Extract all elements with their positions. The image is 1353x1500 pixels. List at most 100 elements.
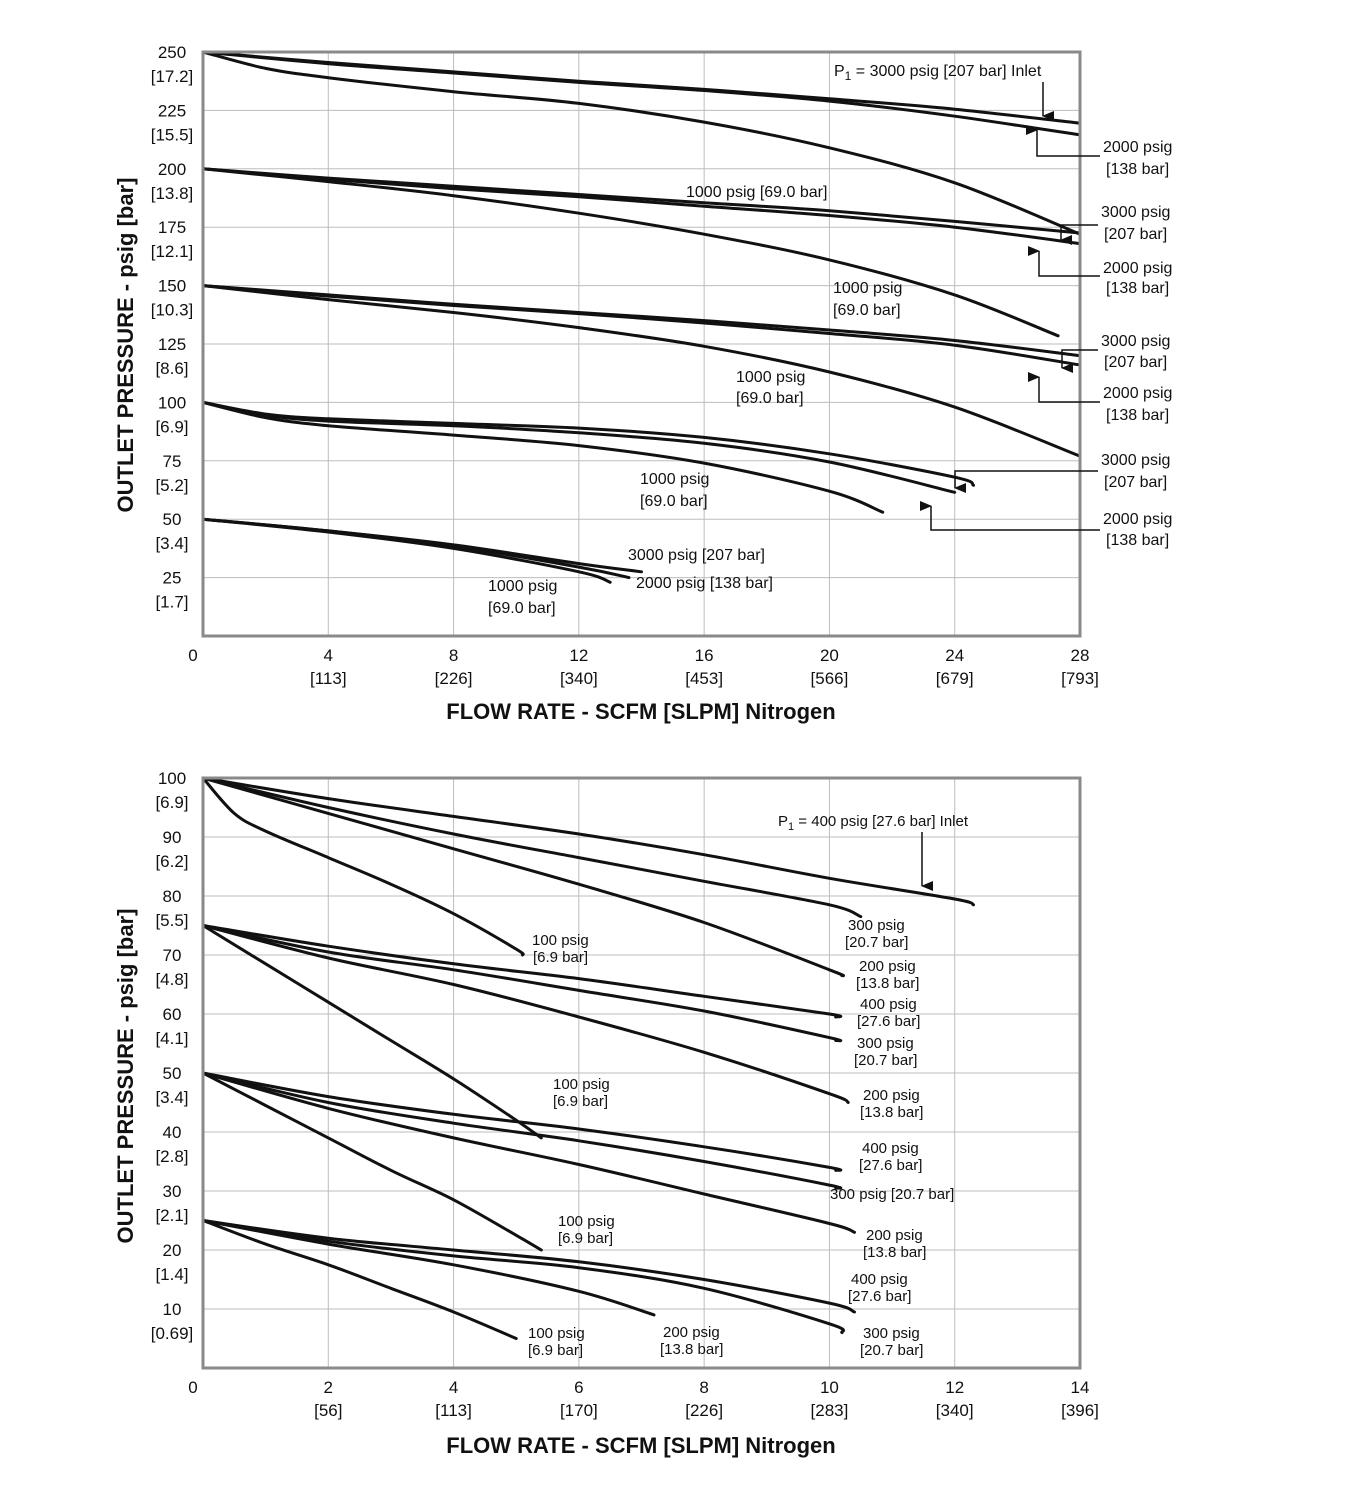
bot-y-tick-sublabel: [6.2] [155,852,188,871]
top-series-curve [201,50,1082,137]
top-y-tick-sublabel: [10.3] [151,301,194,320]
label-150-2000-bar: [138 bar] [1106,407,1169,424]
bot-series-curve [201,776,846,978]
label-b100-200-psig: 200 psig [859,958,916,975]
bot-y-tick-label: 70 [163,946,182,965]
top-x-tick-label: 0 [188,646,197,665]
label-b25-200-bar: [13.8 bar] [660,1341,723,1358]
top-series-curve [201,284,1082,458]
top-x-tick-label: 24 [945,646,964,665]
bot-x-tick-label: 0 [188,1378,197,1397]
bot-y-tick-sublabel: [2.1] [155,1206,188,1225]
label-100-3000-psig: 3000 psig [1101,452,1170,469]
top-y-tick-sublabel: [12.1] [151,242,194,261]
bot-x-tick-label: 8 [699,1378,708,1397]
bot-y-tick-sublabel: [2.8] [155,1147,188,1166]
label-b75-100-psig: 100 psig [553,1076,610,1093]
bot-y-tick-sublabel: [4.8] [155,970,188,989]
label-b75-300-psig: 300 psig [857,1035,914,1052]
top-y-tick-label: 25 [163,569,182,588]
top-y-ticks: 250 [17.2] 225 [15.5] 200 [13.8] 175 [12.1] 150 [… [151,43,194,612]
top-y-tick-sublabel: [8.6] [155,359,188,378]
bot-series-curve [201,776,975,907]
top-x-tick-sublabel: [340] [560,669,598,688]
bot-y-tick-sublabel: [4.1] [155,1029,188,1048]
bot-x-tick-label: 10 [820,1378,839,1397]
bot-series-curve [201,1071,843,1190]
label-150-1000-psig: 1000 psig [736,369,805,386]
top-y-tick-sublabel: [13.8] [151,184,194,203]
bot-y-tick-sublabel: [5.5] [155,911,188,930]
bot-x-tick-label: 2 [324,1378,333,1397]
bot-y-tick-sublabel: [0.69] [151,1324,194,1343]
bottom-y-axis-title: OUTLET PRESSURE - psig [bar] [113,909,138,1244]
label-b25-400-psig: 400 psig [851,1271,908,1288]
top-x-tick-label: 28 [1071,646,1090,665]
label-b75-300-bar: [20.7 bar] [854,1052,917,1069]
top-y-tick-sublabel: [15.5] [151,125,194,144]
bot-series-curve [201,776,525,957]
label-b75-400-bar: [27.6 bar] [857,1013,920,1030]
bottom-annotations: P1 = 400 psig [27.6 bar] Inlet 300 psig … [528,813,969,1359]
top-y-tick-label: 50 [163,510,182,529]
arrow-100-2000 [920,501,1100,531]
label-100-3000-bar: [207 bar] [1104,474,1167,491]
bot-y-tick-label: 50 [163,1064,182,1083]
label-b25-300-bar: [20.7 bar] [860,1342,923,1359]
arrow-200-3000 [1060,224,1098,245]
label-50-1000-psig: 1000 psig [488,578,557,595]
label-200-3000-psig: 3000 psig [1101,204,1170,221]
top-y-tick-sublabel: [17.2] [151,67,194,86]
label-b50-300: 300 psig [20.7 bar] [830,1186,954,1203]
label-100-1000-bar: [69.0 bar] [640,493,708,510]
bot-x-tick-sublabel: [283] [811,1401,849,1420]
top-x-tick-sublabel: [793] [1061,669,1099,688]
label-b25-400-bar: [27.6 bar] [848,1288,911,1305]
label-b100-300-psig: 300 psig [848,917,905,934]
label-150-1000-bar: [69.0 bar] [736,390,804,407]
label-b100-100-psig: 100 psig [532,932,589,949]
label-250-2000-psig: 2000 psig [1103,139,1172,156]
arrow-150-3000 [1061,349,1098,373]
label-b50-100-bar: [6.9 bar] [558,1230,613,1247]
arrow-100-3000 [954,470,1098,493]
bot-series-curve [201,924,843,1019]
top-x-tick-sublabel: [679] [936,669,974,688]
label-200-3000-bar: [207 bar] [1104,226,1167,243]
bottom-plot-frame [201,776,1082,1370]
top-x-tick-label: 20 [820,646,839,665]
bot-x-tick-label: 4 [449,1378,458,1397]
top-series-curve [201,400,885,514]
bottom-x-ticks: 0 2 [56] 4 [113] 6 [170] 8 [226] 10 [283] 12 [340] 14… [188,1378,1099,1420]
top-y-tick-sublabel: [3.4] [155,534,188,553]
bottom-chart: 100[6.9]90[6.2]80[5.5]70[4.8]60[4.1]50[3… [113,769,1099,1458]
label-b75-200-bar: [13.8 bar] [860,1104,923,1121]
bot-x-tick-label: 6 [574,1378,583,1397]
bot-x-tick-sublabel: [396] [1061,1401,1099,1420]
top-y-axis-title: OUTLET PRESSURE - psig [bar] [113,178,138,513]
top-x-tick-label: 8 [449,646,458,665]
label-200-1000-top: 1000 psig [69.0 bar] [686,184,827,201]
arrow-250-2000 [1026,125,1100,157]
top-series-curve [201,400,975,487]
top-plot-frame [201,50,1082,638]
label-100-2000-psig: 2000 psig [1103,511,1172,528]
top-y-tick-label: 100 [158,393,186,412]
top-series-curve [201,167,1082,246]
label-b50-200-psig: 200 psig [866,1227,923,1244]
label-100-1000-psig: 1000 psig [640,471,709,488]
top-x-tick-sublabel: [113] [310,669,347,688]
bot-series-curve [201,1219,518,1340]
label-b50-400-psig: 400 psig [862,1140,919,1157]
bot-x-tick-sublabel: [170] [560,1401,598,1420]
bottom-y-ticks: 100 [6.9] 90 [6.2] 80 [5.5] 70 [4.8] 60 [4.1] 50 [3… [151,769,194,1343]
bot-y-tick-label: 20 [163,1241,182,1260]
bot-y-tick-label: 10 [163,1300,182,1319]
bot-y-tick-sublabel: [3.4] [155,1088,188,1107]
bot-x-tick-sublabel: [113] [435,1401,472,1420]
label-100-2000-bar: [138 bar] [1106,532,1169,549]
bot-y-tick-label: 90 [163,828,182,847]
top-series-curve [201,517,612,584]
top-y-tick-sublabel: [5.2] [155,476,188,495]
